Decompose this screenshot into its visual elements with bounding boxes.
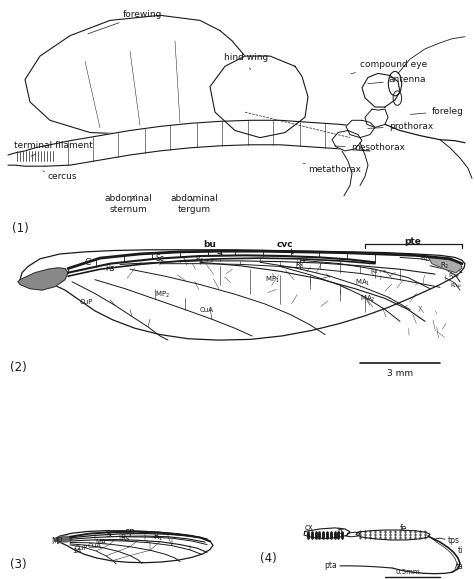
Text: MP: MP (51, 537, 62, 545)
Text: 1A: 1A (72, 548, 81, 554)
Polygon shape (428, 256, 462, 273)
Polygon shape (346, 120, 375, 138)
Text: C: C (85, 258, 91, 267)
Text: cvc: cvc (277, 240, 293, 254)
Polygon shape (346, 532, 360, 537)
Text: cercus: cercus (43, 171, 77, 181)
Text: R$_1$: R$_1$ (153, 530, 163, 543)
Polygon shape (55, 531, 213, 563)
Text: pte: pte (405, 237, 421, 246)
Polygon shape (25, 15, 255, 134)
Text: Rs: Rs (105, 263, 114, 273)
Polygon shape (45, 120, 370, 166)
Text: cp: cp (125, 527, 136, 536)
Polygon shape (20, 250, 465, 340)
Text: R$_{2+3}$: R$_{2+3}$ (195, 255, 214, 266)
Text: MA$_2$: MA$_2$ (360, 294, 375, 305)
Text: bu: bu (203, 240, 222, 254)
Text: (4): (4) (260, 552, 277, 565)
Text: CuA: CuA (88, 543, 102, 549)
Text: pta: pta (324, 562, 337, 570)
Text: Sc: Sc (155, 254, 164, 263)
Text: MA: MA (95, 538, 106, 545)
Text: metathorax: metathorax (303, 163, 361, 174)
Polygon shape (332, 130, 362, 151)
Polygon shape (362, 74, 400, 107)
Text: R$_{4+5}$: R$_{4+5}$ (370, 267, 387, 276)
Text: CuP: CuP (75, 545, 88, 551)
Text: 0.5mm: 0.5mm (395, 569, 420, 575)
Text: (2): (2) (10, 361, 27, 374)
Text: (3): (3) (10, 558, 27, 571)
Text: antenna: antenna (368, 75, 426, 85)
Text: (1): (1) (12, 222, 28, 235)
Text: Rs: Rs (120, 534, 129, 543)
Text: cx: cx (305, 523, 314, 532)
Text: tps: tps (448, 536, 460, 545)
Polygon shape (365, 109, 388, 127)
Text: abdominal
tergum: abdominal tergum (171, 194, 218, 214)
Text: abdominal
sternum: abdominal sternum (104, 194, 152, 214)
Text: MP$_2$: MP$_2$ (155, 290, 170, 301)
Text: R$_1$: R$_1$ (420, 254, 429, 264)
Text: hind wing: hind wing (224, 53, 269, 69)
Text: forewing: forewing (88, 10, 162, 34)
Polygon shape (356, 530, 430, 540)
Polygon shape (210, 56, 308, 138)
Text: MP$_1$: MP$_1$ (265, 275, 280, 285)
Text: Sc: Sc (105, 530, 114, 539)
Text: R$_{3b}$: R$_{3b}$ (450, 281, 462, 290)
Text: compound eye: compound eye (351, 60, 428, 74)
Text: fe: fe (400, 525, 407, 533)
Text: mesothorax: mesothorax (335, 143, 405, 152)
Text: terminal filament: terminal filament (14, 141, 93, 156)
Text: R$_3$: R$_3$ (295, 261, 305, 271)
Text: CuA: CuA (200, 307, 214, 313)
Polygon shape (304, 528, 350, 538)
Text: foreleg: foreleg (410, 107, 463, 116)
Text: tr: tr (337, 527, 344, 536)
Text: ti: ti (458, 547, 464, 555)
Text: prothorax: prothorax (368, 122, 433, 131)
Polygon shape (55, 536, 72, 542)
Text: R$_2$: R$_2$ (440, 261, 449, 271)
Text: CuP: CuP (80, 299, 93, 305)
Text: 3 mm: 3 mm (387, 369, 413, 378)
Text: MA$_1$: MA$_1$ (355, 277, 371, 288)
Text: R$_{3a}$: R$_{3a}$ (448, 272, 460, 280)
Polygon shape (18, 268, 68, 290)
Text: ta: ta (456, 562, 464, 571)
